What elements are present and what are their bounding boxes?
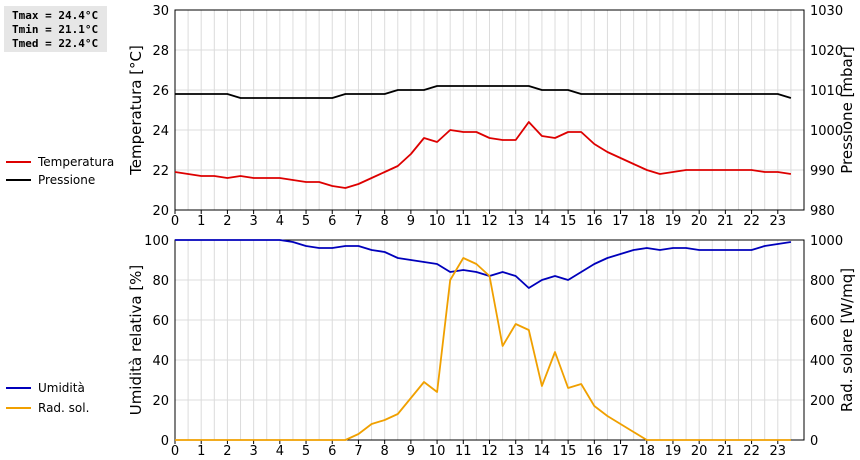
tmed-text: Tmed = 22.4°C [12,37,99,50]
y-tick-label: 60 [152,314,169,329]
x-tick-label: 5 [302,214,310,229]
y-tick-label: 80 [152,274,169,289]
tmax-text: Tmax = 24.4°C [12,9,99,22]
x-tick-label: 17 [612,214,629,229]
x-tick-label: 23 [770,444,787,459]
legend-temperature-label: Temperatura [37,155,114,169]
y2-tick-label: 200 [810,394,835,409]
y-tick-label: 40 [152,354,169,369]
humidity-axis-label: Umidità relativa [%] [127,265,145,416]
x-tick-label: 3 [249,214,257,229]
y2-tick-label: 1000 [810,124,843,139]
y-tick-label: 30 [152,4,169,19]
x-tick-label: 9 [407,214,415,229]
x-tick-label: 22 [743,444,760,459]
x-tick-label: 19 [665,444,682,459]
x-tick-label: 10 [429,214,446,229]
humidity-radiation-chart: Umidità relativa [%] Rad. solare [W/mq] … [127,234,856,459]
x-tick-label: 10 [429,444,446,459]
x-tick-label: 6 [328,214,336,229]
x-tick-label: 22 [743,214,760,229]
stats-box: Tmax = 24.4°C Tmin = 21.1°C Tmed = 22.4°… [4,6,107,52]
x-tick-label: 7 [354,444,362,459]
x-tick-label: 3 [249,444,257,459]
x-tick-label: 2 [223,214,231,229]
x-tick-label: 4 [276,214,284,229]
pressure-axis-label: Pressione [mbar] [838,46,856,174]
x-tick-label: 8 [381,214,389,229]
x-tick-label: 20 [691,214,708,229]
x-tick-label: 14 [534,444,551,459]
x-tick-label: 14 [534,214,551,229]
x-tick-label: 21 [717,444,734,459]
series-line-bot-0 [175,239,792,289]
y-tick-label: 20 [152,394,169,409]
x-tick-label: 0 [171,214,179,229]
x-tick-label: 5 [302,444,310,459]
x-tick-label: 19 [665,214,682,229]
x-tick-label: 6 [328,444,336,459]
series-line-bot-1 [175,257,791,441]
x-tick-label: 20 [691,444,708,459]
y2-tick-label: 1020 [810,44,843,59]
y-tick-label: 20 [152,204,169,219]
x-tick-label: 11 [455,444,472,459]
y-tick-label: 100 [144,234,169,249]
y2-tick-label: 980 [810,204,835,219]
x-tick-label: 1 [197,444,205,459]
y2-tick-label: 990 [810,164,835,179]
x-tick-label: 15 [560,214,577,229]
x-tick-label: 8 [381,444,389,459]
legend-humidity-label: Umidità [38,381,85,395]
x-tick-label: 7 [354,214,362,229]
x-tick-label: 13 [507,444,524,459]
x-tick-label: 12 [481,444,498,459]
x-tick-label: 18 [638,214,655,229]
series-line-top-1 [175,85,792,99]
series-line-top-0 [174,121,792,189]
x-tick-label: 18 [638,444,655,459]
temperature-axis-label: Temperatura [°C] [127,45,145,176]
y2-tick-label: 800 [810,274,835,289]
y2-tick-label: 1000 [810,234,843,249]
y2-tick-label: 0 [810,434,818,449]
radiation-axis-label: Rad. solare [W/mq] [838,268,856,412]
legend-pressure-label: Pressione [38,173,95,187]
x-tick-label: 1 [197,214,205,229]
x-tick-label: 17 [612,444,629,459]
x-tick-label: 0 [171,444,179,459]
x-tick-label: 4 [276,444,284,459]
tmin-text: Tmin = 21.1°C [12,23,99,36]
x-tick-label: 21 [717,214,734,229]
legend-radiation-label: Rad. sol. [38,401,89,415]
x-tick-label: 16 [586,214,603,229]
y-tick-label: 26 [152,84,169,99]
y2-tick-label: 1010 [810,84,843,99]
x-tick-label: 11 [455,214,472,229]
x-tick-label: 12 [481,214,498,229]
y2-tick-label: 1030 [810,4,843,19]
legend-bottom: Umidità Rad. sol. [6,381,89,415]
y2-tick-label: 400 [810,354,835,369]
x-tick-label: 2 [223,444,231,459]
y-tick-label: 28 [152,44,169,59]
x-tick-label: 15 [560,444,577,459]
y2-tick-label: 600 [810,314,835,329]
y-tick-label: 24 [152,124,169,139]
y-tick-label: 0 [161,434,169,449]
legend-top: Temperatura Pressione [6,155,114,187]
x-tick-label: 13 [507,214,524,229]
x-tick-label: 16 [586,444,603,459]
y-tick-label: 22 [152,164,169,179]
x-tick-label: 23 [770,214,787,229]
x-tick-label: 9 [407,444,415,459]
